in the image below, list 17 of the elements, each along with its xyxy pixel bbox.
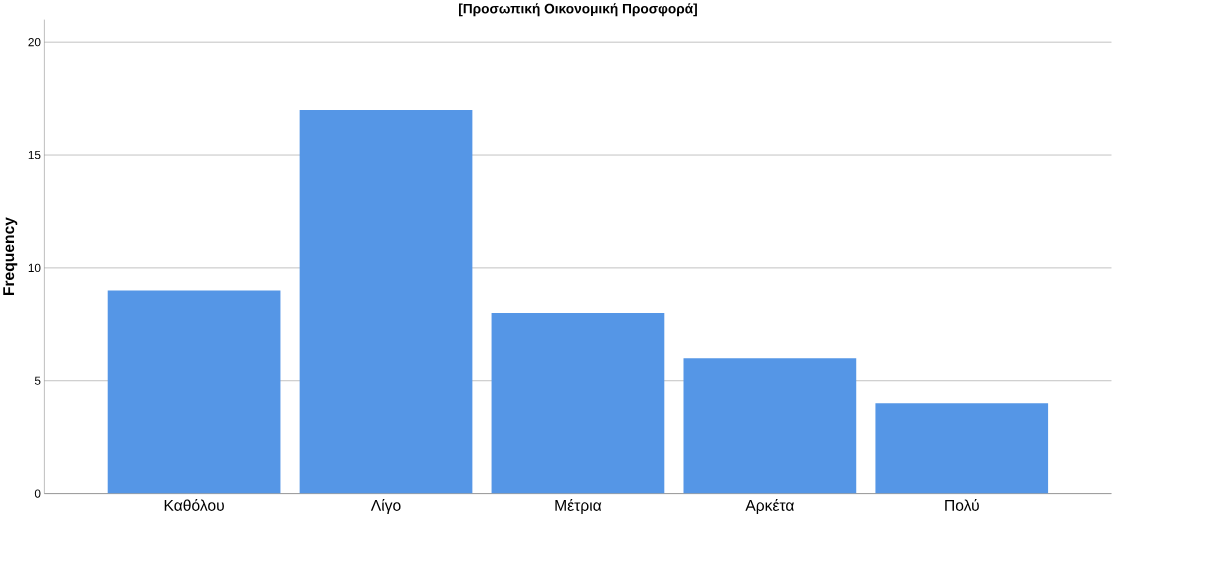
x-tick-label: Αρκέτα	[745, 498, 794, 514]
x-tick-label: Μέτρια	[555, 498, 602, 514]
y-axis-title: Frequency	[3, 217, 18, 296]
y-tick-label: 0	[34, 489, 41, 498]
bar	[299, 109, 473, 494]
bar	[491, 312, 665, 494]
y-tick-label: 10	[28, 263, 41, 272]
y-tick-label: 15	[28, 150, 41, 160]
y-tick-label: 5	[34, 376, 41, 385]
bar	[107, 290, 281, 494]
y-tick-label: 20	[28, 38, 41, 47]
bar	[875, 403, 1049, 494]
x-tick-label: Λίγο	[370, 498, 401, 514]
x-tick-label: Πολύ	[945, 498, 979, 511]
bar	[683, 358, 857, 494]
x-tick-label: Καθόλου	[164, 498, 224, 511]
chart-title: [Προσωπική Οικονομική Προσφορά]	[459, 3, 697, 17]
